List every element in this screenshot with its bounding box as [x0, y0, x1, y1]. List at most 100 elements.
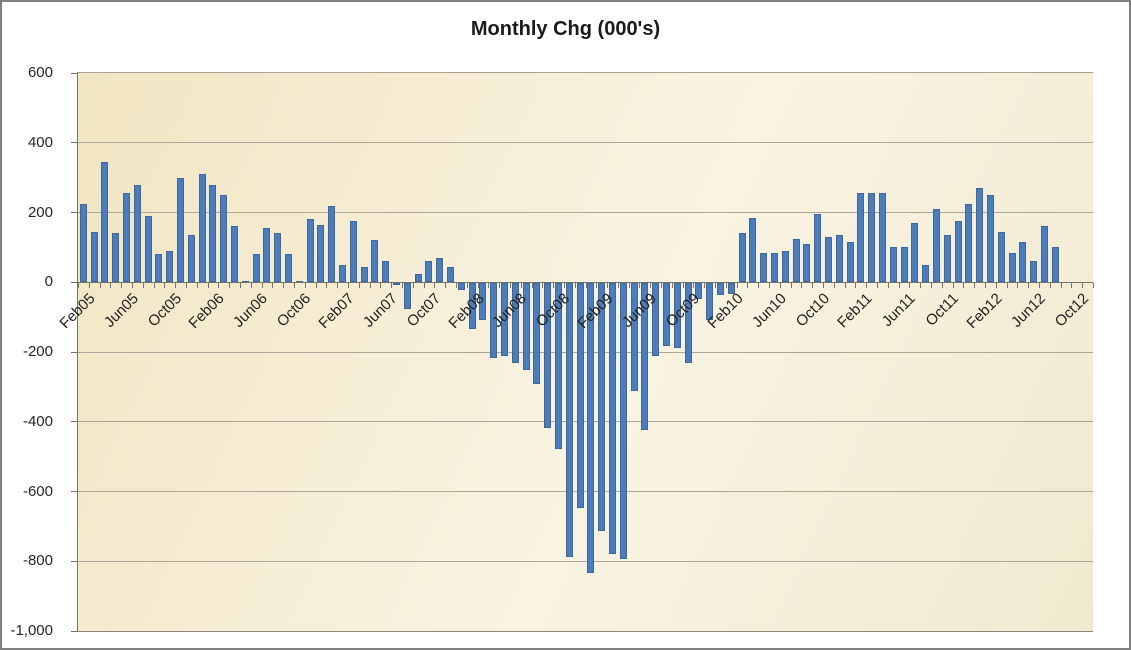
x-axis-tick	[736, 283, 738, 289]
x-axis-tick	[758, 283, 760, 289]
bar	[576, 283, 584, 509]
bar	[274, 233, 282, 283]
bar	[565, 283, 573, 558]
x-axis-tick	[261, 283, 263, 289]
x-axis-tick	[995, 283, 997, 289]
x-axis-tick	[509, 283, 511, 289]
x-axis-tick	[1017, 283, 1019, 289]
bar	[630, 283, 638, 392]
bar	[706, 283, 714, 320]
x-axis-tick	[769, 283, 771, 289]
x-axis-tick-label: Oct06	[274, 290, 315, 331]
bar	[317, 224, 325, 283]
bar	[101, 161, 109, 283]
x-axis-tick-label: Feb11	[834, 290, 876, 332]
bar	[544, 283, 552, 428]
x-axis-tick	[1060, 283, 1062, 289]
x-axis-tick	[628, 283, 630, 289]
y-axis-tick	[71, 421, 77, 423]
x-axis-tick	[898, 283, 900, 289]
x-axis-tick	[229, 283, 231, 289]
x-axis-tick	[725, 283, 727, 289]
y-axis-tick-label: 0	[44, 273, 53, 291]
bar	[932, 209, 940, 283]
x-axis-tick-label: Oct05	[144, 290, 185, 331]
bar	[123, 193, 131, 283]
bar	[425, 261, 433, 283]
x-axis-tick	[164, 283, 166, 289]
bar	[598, 283, 606, 531]
x-axis-tick-label: Feb05	[56, 290, 99, 333]
bar	[1008, 252, 1016, 283]
bar	[792, 238, 800, 283]
bar	[198, 174, 206, 283]
x-axis-tick	[99, 283, 101, 289]
x-axis-tick-label: Jun06	[230, 290, 272, 332]
x-axis-tick-label: Oct11	[922, 290, 963, 330]
bar	[922, 264, 930, 283]
x-axis-tick	[790, 283, 792, 289]
bar	[814, 214, 822, 283]
x-axis-tick	[142, 283, 144, 289]
y-axis-tick-label: 400	[27, 133, 53, 151]
gridline	[78, 491, 1093, 492]
x-axis-tick	[585, 283, 587, 289]
x-axis-tick	[369, 283, 371, 289]
bar	[781, 250, 789, 283]
x-axis-tick	[110, 283, 112, 289]
bar	[824, 236, 832, 283]
x-axis-tick	[337, 283, 339, 289]
y-axis-tick-label: -400	[22, 412, 53, 430]
x-axis-tick	[617, 283, 619, 289]
bar	[447, 266, 455, 283]
bar	[231, 226, 239, 283]
y-axis-tick-label: -200	[22, 343, 53, 360]
bar	[954, 221, 962, 283]
bar	[263, 228, 271, 283]
x-axis-tick	[455, 283, 457, 289]
x-axis-tick-label: Jun05	[100, 290, 142, 332]
bar	[166, 250, 174, 283]
x-axis-tick	[423, 283, 425, 289]
x-axis-tick	[315, 283, 317, 289]
x-axis-tick	[607, 283, 609, 289]
bar	[403, 283, 411, 310]
x-axis-tick	[715, 283, 717, 289]
x-axis-tick	[812, 283, 814, 289]
bar	[555, 283, 562, 449]
x-axis-tick	[283, 283, 285, 289]
x-axis-tick	[380, 283, 382, 289]
x-axis-tick-label: Feb07	[315, 290, 358, 333]
bar	[285, 254, 293, 283]
bar	[857, 193, 865, 283]
x-axis-tick-label: Jun10	[748, 290, 790, 332]
x-axis-tick	[833, 283, 835, 289]
x-axis-tick	[175, 283, 177, 289]
gridline	[78, 421, 1093, 423]
y-axis-tick	[71, 72, 77, 74]
bar	[533, 283, 541, 385]
bar	[382, 261, 390, 283]
bar	[349, 221, 357, 283]
x-axis-tick	[153, 283, 155, 289]
x-axis-tick	[866, 283, 868, 289]
bar	[371, 240, 379, 283]
x-axis-tick	[931, 283, 933, 289]
bar	[436, 257, 444, 283]
bar	[695, 283, 703, 299]
x-axis-tick	[488, 283, 490, 289]
bar	[1019, 242, 1027, 283]
x-axis-tick-label: Jun11	[878, 290, 920, 331]
x-axis-tick	[855, 283, 857, 289]
x-axis-tick	[218, 283, 220, 289]
bar	[965, 203, 973, 283]
x-axis-tick	[941, 283, 943, 289]
bar	[608, 283, 616, 554]
bar	[79, 203, 87, 283]
x-axis-tick-label: Oct10	[792, 290, 833, 331]
x-axis-tick	[574, 283, 576, 289]
x-axis-tick	[131, 283, 133, 289]
x-axis-tick	[542, 283, 544, 289]
bar	[976, 188, 984, 283]
zero-axis-line	[78, 281, 1093, 283]
